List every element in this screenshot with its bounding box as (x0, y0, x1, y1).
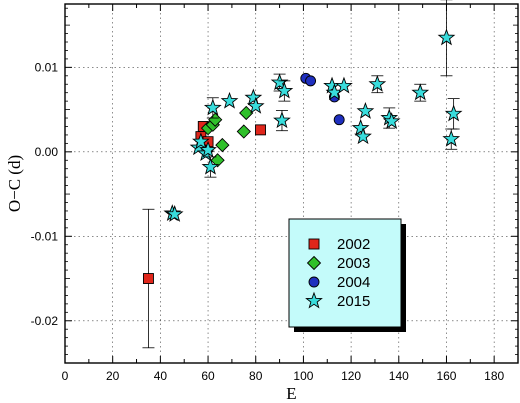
data-point-2015 (199, 140, 217, 158)
plot-frame (64, 3, 519, 364)
data-point-2015 (220, 91, 239, 109)
series-2015 (163, 0, 463, 222)
x-tick-label: 100 (293, 369, 313, 383)
legend-marker-2002 (308, 238, 320, 250)
y-tick-label: 0.00 (35, 145, 59, 159)
data-point-2015 (246, 96, 265, 114)
data-point-2015 (354, 127, 372, 145)
legend-marker-2004 (308, 276, 320, 288)
legend-label-2003: 2003 (337, 255, 370, 272)
data-point-2015 (270, 73, 289, 91)
legend-label-2004: 2004 (337, 274, 370, 291)
data-point-2004 (305, 75, 317, 87)
x-tick-label: 0 (62, 369, 69, 383)
data-point-2015 (244, 88, 263, 106)
legend-label-2002: 2002 (337, 236, 370, 253)
series-2003 (200, 105, 254, 168)
y-tick-label: -0.02 (31, 314, 59, 328)
data-point-2015 (437, 28, 456, 46)
x-tick-label: 140 (389, 369, 409, 383)
data-points (142, 0, 463, 349)
data-point-2003 (239, 105, 254, 121)
data-point-2003 (215, 137, 230, 153)
x-tick-label: 180 (484, 369, 504, 383)
data-point-2015 (335, 76, 353, 94)
data-point-2015 (442, 129, 461, 147)
data-point-2015 (351, 118, 370, 136)
data-point-2003 (208, 112, 223, 127)
data-point-2015 (273, 111, 291, 129)
data-point-2015 (411, 83, 430, 101)
data-point-2015 (382, 112, 401, 129)
x-axis-label: E (286, 384, 296, 403)
tick-labels: 0 20 40 60 80 100 120 140 160 180 -0.02 -0.01 0.00 0.… (31, 60, 505, 383)
data-point-2015 (356, 101, 375, 119)
data-point-2015 (368, 74, 387, 92)
legend: 2002 2003 2004 2015 (288, 218, 406, 332)
data-point-2004 (333, 114, 345, 126)
data-point-2015 (275, 81, 294, 99)
legend-marker-2015 (305, 291, 323, 309)
y-tick-label: -0.01 (31, 229, 59, 243)
data-point-2015 (165, 205, 184, 222)
legend-box (288, 218, 402, 328)
data-point-2002 (255, 124, 266, 136)
data-point-2015 (201, 157, 220, 175)
y-axis-label: O−C (d) (5, 155, 24, 212)
x-tick-label: 40 (154, 369, 168, 383)
data-point-2002 (142, 273, 154, 284)
legend-marker-2003 (306, 255, 322, 271)
x-tick-label: 120 (341, 369, 361, 383)
legend-label-2015: 2015 (337, 293, 370, 310)
data-point-2003 (236, 124, 251, 139)
x-tick-label: 20 (106, 369, 120, 383)
x-tick-label: 60 (201, 369, 215, 383)
data-point-2015 (444, 104, 463, 122)
data-point-2015 (192, 132, 210, 150)
x-tick-label: 80 (249, 369, 263, 383)
y-tick-label: 0.01 (35, 60, 59, 74)
data-point-2015 (203, 98, 222, 116)
x-tick-label: 160 (436, 369, 456, 383)
